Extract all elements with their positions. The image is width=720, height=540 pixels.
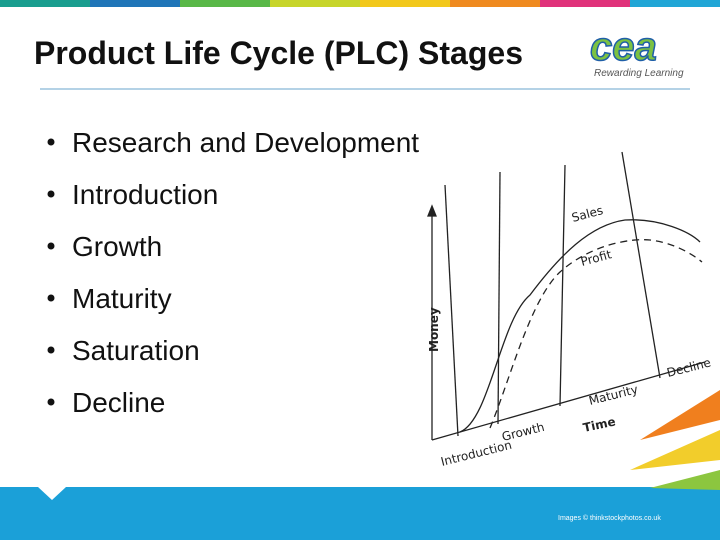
logo-tagline: Rewarding Learning (594, 68, 684, 79)
bullet-text: Saturation (72, 335, 200, 366)
figure-label: Maturity (587, 382, 639, 408)
figure-label: Growth (500, 420, 546, 444)
bullet-text: Decline (72, 387, 165, 418)
figure-label: Decline (665, 355, 712, 379)
bullet-dot (47, 346, 55, 354)
bullet-dot (47, 242, 55, 250)
figure-label: Introduction (439, 438, 513, 469)
logo: cea (590, 25, 657, 69)
bullet-text: Introduction (72, 179, 218, 210)
figure-label: Sales (570, 203, 604, 225)
footer-band (0, 487, 720, 540)
bullet-dot (47, 138, 55, 146)
top-stripe (0, 0, 720, 7)
bullet-text: Research and Development (72, 127, 419, 158)
image-credit: Images © thinkstockphotos.co.uk (558, 514, 661, 522)
pencils (630, 390, 720, 490)
slide-title: Product Life Cycle (PLC) Stages (34, 35, 523, 71)
bullet-dot (47, 294, 55, 302)
figure-label: Time (582, 414, 617, 435)
plc-figure (427, 151, 706, 441)
bullet-list: Research and Development Introduction Grow… (47, 127, 419, 418)
bullet-dot (47, 398, 55, 406)
bullet-text: Maturity (72, 283, 172, 314)
bullet-text: Growth (72, 231, 162, 262)
bullet-dot (47, 190, 55, 198)
figure-label: Money (427, 307, 441, 352)
figure-label: Profit (579, 247, 613, 269)
